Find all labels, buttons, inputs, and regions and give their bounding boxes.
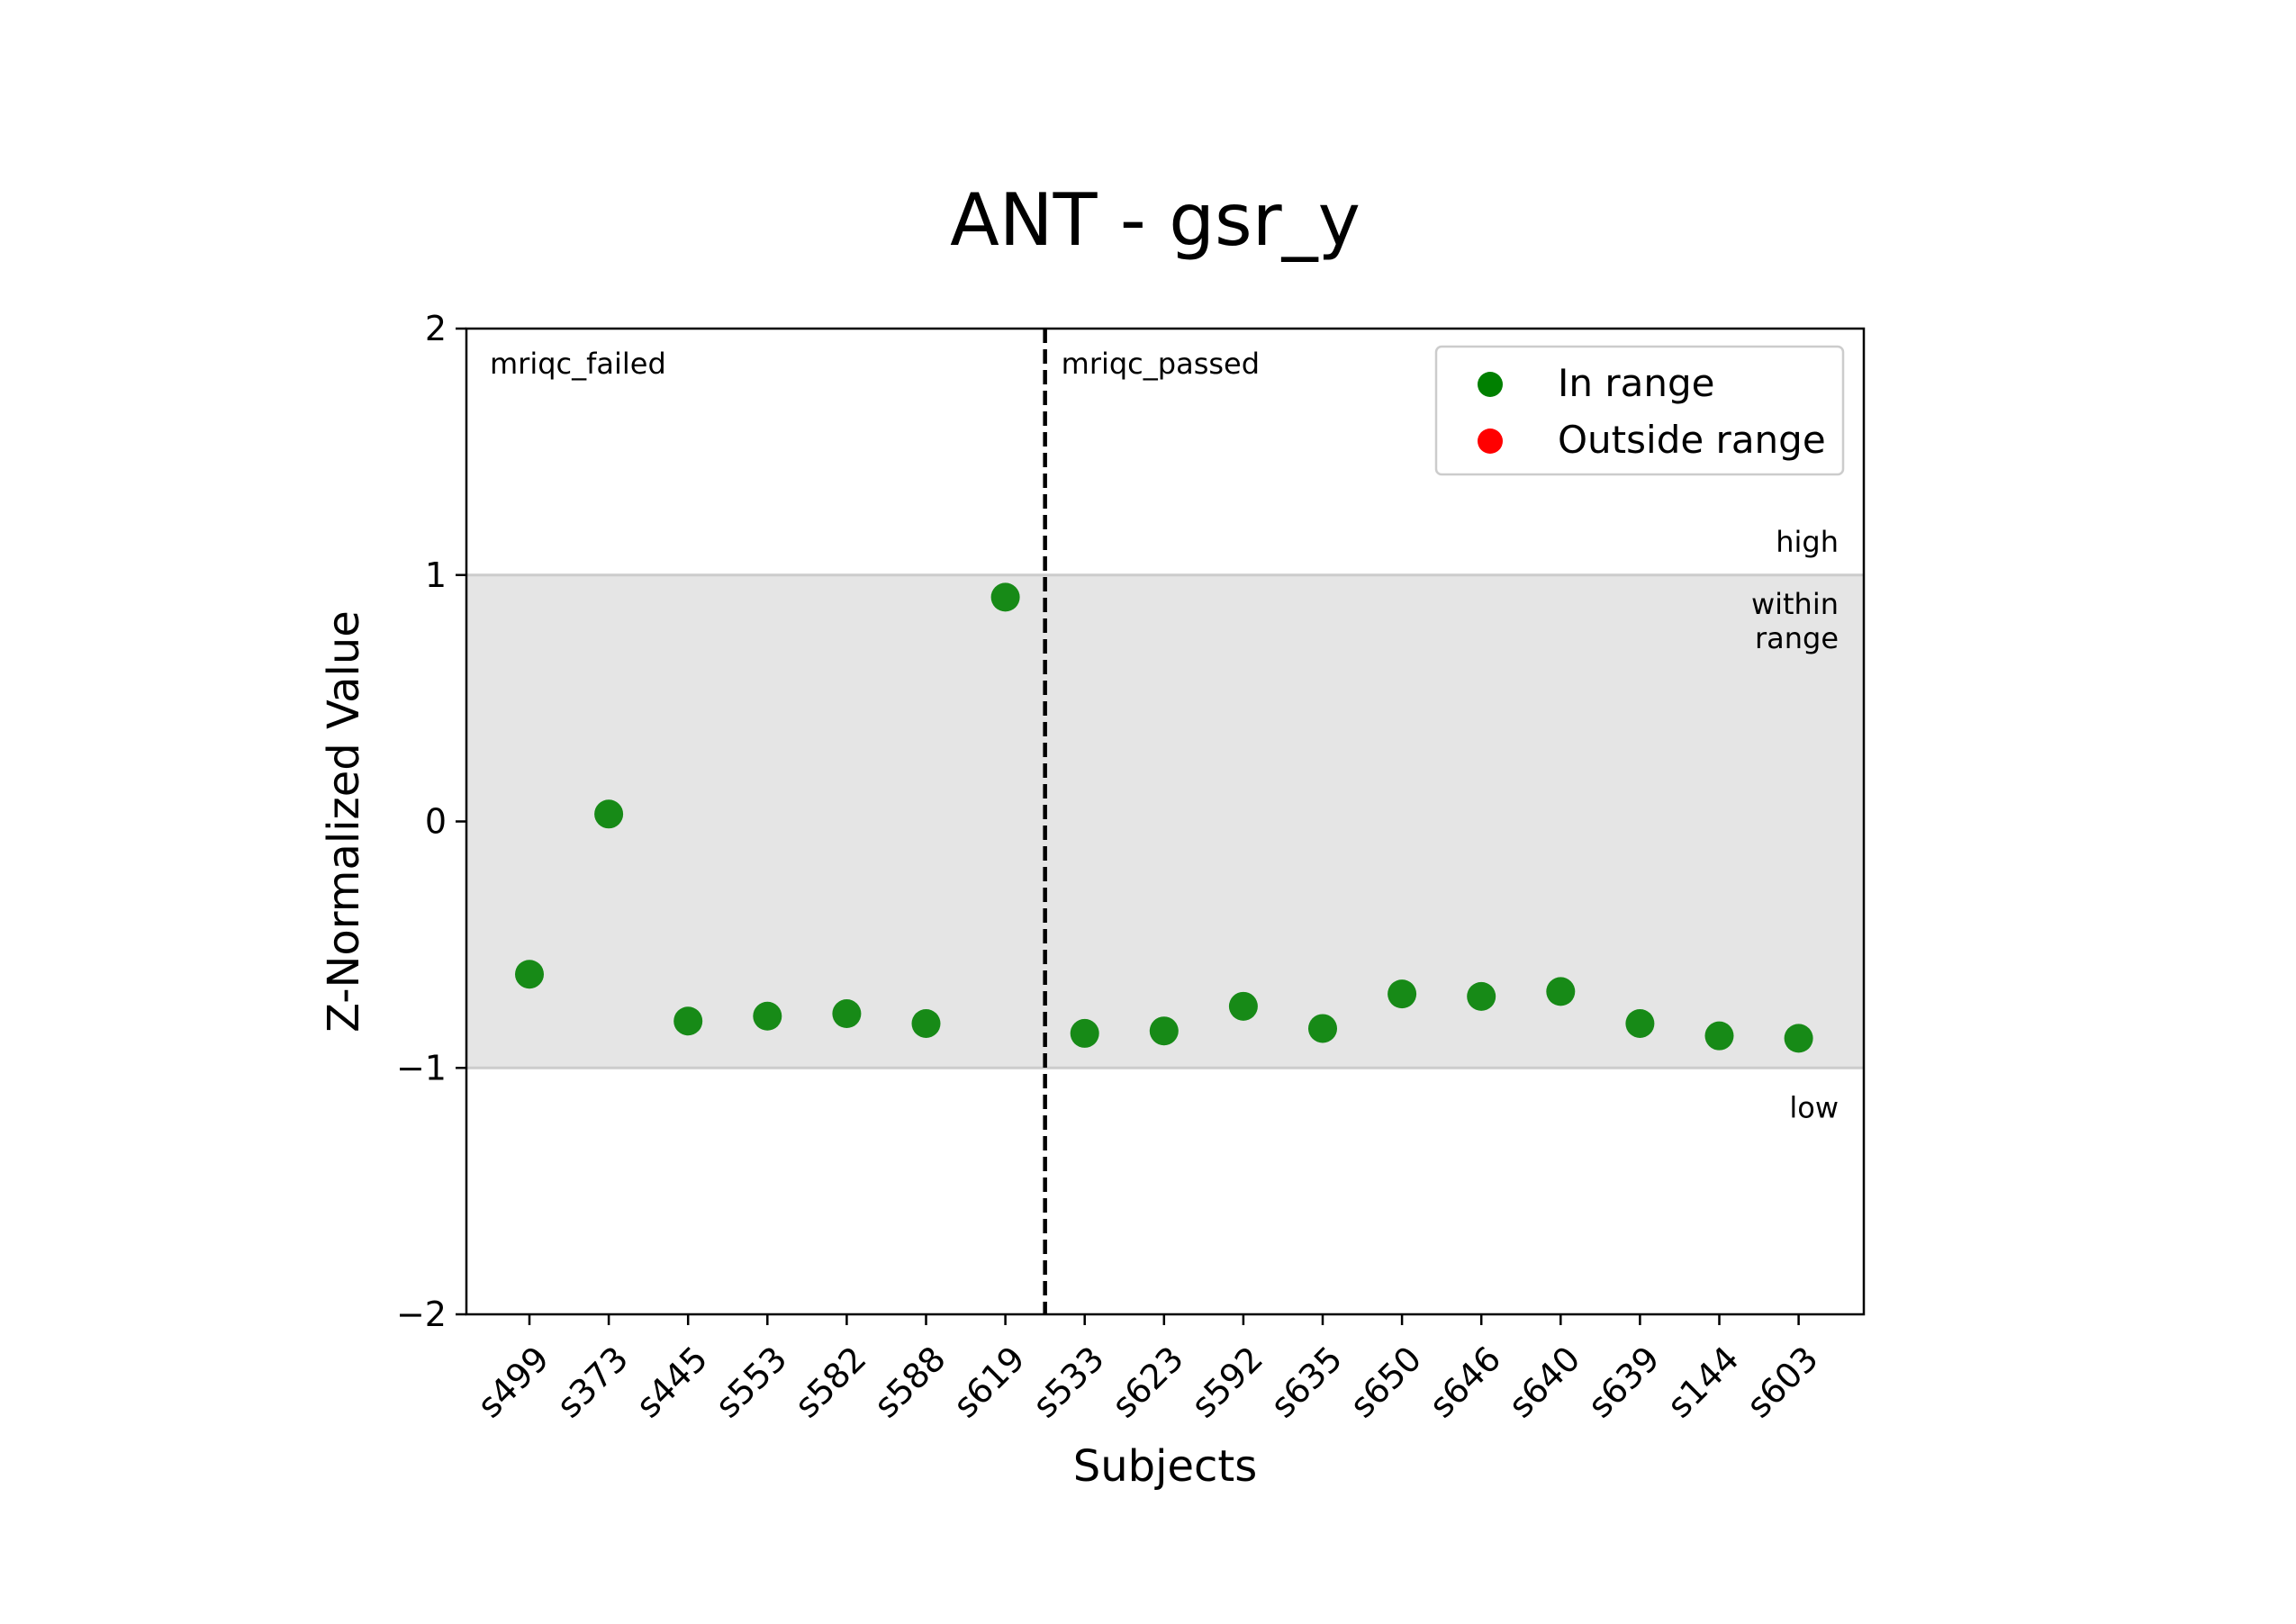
y-axis-label: Z-Normalized Value (319, 610, 369, 1033)
x-tick-label: s623 (1105, 1339, 1191, 1425)
group-label-mriqc-failed: mriqc_failed (490, 347, 666, 381)
x-tick-label: s445 (628, 1339, 715, 1425)
band-label-high: high (1776, 525, 1839, 559)
data-point-s445 (673, 1006, 703, 1036)
data-point-s640 (1546, 977, 1576, 1006)
group-label-mriqc-passed: mriqc_passed (1062, 347, 1260, 381)
x-tick-label: s582 (787, 1339, 873, 1425)
x-tick-label: s592 (1184, 1339, 1270, 1425)
legend-marker (1478, 372, 1503, 397)
y-axis: 2 1 0 −1 −2 (396, 309, 466, 1334)
data-point-s553 (753, 1001, 782, 1031)
data-point-s144 (1704, 1021, 1734, 1051)
data-point-s499 (515, 960, 544, 989)
x-tick-label: s533 (1025, 1339, 1111, 1425)
legend-marker (1478, 429, 1503, 454)
data-point-s582 (832, 999, 862, 1029)
data-point-s603 (1784, 1024, 1813, 1053)
x-tick-label: s588 (866, 1339, 953, 1425)
band-label-range: range (1755, 621, 1839, 655)
data-point-s592 (1228, 991, 1258, 1021)
x-tick-label: s640 (1501, 1339, 1587, 1425)
data-point-s373 (594, 799, 624, 829)
plot-area (465, 327, 1866, 1316)
x-tick-label: s635 (1263, 1339, 1350, 1425)
x-tick-label: s646 (1422, 1339, 1508, 1425)
legend-label: Outside range (1558, 418, 1826, 462)
band-label-within: within (1751, 587, 1839, 621)
data-point-s639 (1625, 1008, 1655, 1038)
y-tick-label: 0 (425, 802, 447, 842)
x-tick-label: s650 (1342, 1339, 1429, 1425)
x-tick-label: s499 (470, 1339, 556, 1425)
x-axis: s499s373s445s553s582s588s619s533s623s592… (470, 1314, 1826, 1425)
x-tick-label: s553 (708, 1339, 794, 1425)
y-tick-label: 2 (425, 309, 447, 348)
y-tick-label: −1 (396, 1048, 447, 1087)
x-tick-label: s619 (945, 1339, 1032, 1425)
band-label-low: low (1789, 1090, 1839, 1124)
y-tick-label: −2 (396, 1295, 447, 1334)
data-point-s650 (1388, 979, 1417, 1009)
data-point-s619 (990, 582, 1020, 612)
x-tick-label: s373 (549, 1339, 636, 1425)
legend: In range Outside range (1434, 345, 1845, 476)
data-point-s623 (1149, 1016, 1179, 1046)
legend-label: In range (1558, 361, 1714, 405)
data-point-s646 (1467, 981, 1496, 1011)
within-range-band (466, 574, 1864, 1069)
x-tick-label: s603 (1739, 1339, 1825, 1425)
x-tick-label: s144 (1659, 1339, 1746, 1425)
x-tick-label: s639 (1580, 1339, 1667, 1425)
data-point-s533 (1070, 1018, 1099, 1048)
chart-title: ANT - gsr_y (950, 178, 1360, 262)
data-point-s588 (911, 1008, 941, 1038)
legend-box (1434, 345, 1845, 476)
data-point-s635 (1308, 1014, 1337, 1043)
y-tick-label: 1 (425, 555, 447, 595)
x-axis-label: Subjects (1073, 1441, 1257, 1492)
